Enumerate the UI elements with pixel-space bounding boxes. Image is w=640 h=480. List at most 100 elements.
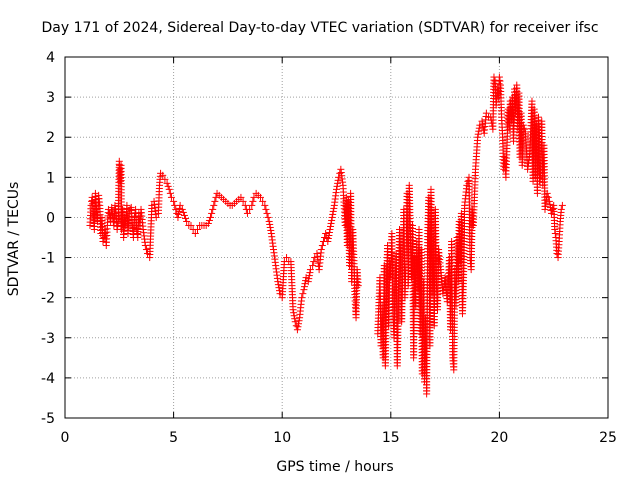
data-point [193, 225, 201, 233]
data-point [111, 201, 119, 209]
data-point [551, 225, 559, 233]
data-point [520, 125, 528, 133]
data-point [209, 205, 217, 213]
data-point [174, 213, 182, 221]
chart-title: Day 171 of 2024, Sidereal Day-to-day VTE… [41, 20, 598, 36]
y-tick-label: 3 [46, 90, 55, 106]
data-point [267, 226, 275, 234]
data-point [243, 209, 251, 217]
data-point [333, 182, 341, 190]
data-point [325, 231, 333, 239]
data-point [334, 176, 342, 184]
data-point [475, 127, 483, 135]
y-tick-label: -2 [41, 291, 55, 307]
data-point [248, 201, 256, 209]
y-tick-label: 1 [46, 170, 55, 186]
data-point [306, 269, 314, 277]
data-point [191, 229, 199, 237]
data-point [204, 219, 212, 227]
data-point [306, 266, 314, 274]
data-point [310, 258, 318, 266]
data-point [239, 197, 247, 205]
data-point [249, 197, 257, 205]
data-point [187, 221, 195, 229]
data-point [495, 73, 503, 81]
data-point [259, 197, 267, 205]
data-point [263, 209, 271, 217]
data-point [324, 235, 332, 243]
x-tick-label: 10 [273, 430, 291, 446]
data-point [304, 278, 312, 286]
data-point [180, 211, 188, 219]
data-point [300, 283, 308, 291]
data-point [326, 225, 334, 233]
data-point [519, 121, 527, 129]
y-axis-ticks: 4 3 2 1 0 -1 -2 -3 -4 -5 [41, 50, 608, 427]
data-point [274, 281, 282, 289]
data-point [266, 223, 274, 231]
x-tick-label: 0 [61, 430, 70, 446]
data-points [86, 73, 566, 398]
data-point [335, 173, 343, 181]
data-point [289, 306, 297, 314]
y-tick-label: 0 [46, 210, 55, 226]
data-point [176, 201, 184, 209]
data-point [291, 315, 299, 323]
data-point [262, 205, 270, 213]
data-point [333, 185, 340, 193]
data-point [318, 242, 326, 250]
data-point [329, 207, 337, 215]
data-point [295, 317, 303, 325]
data-point [163, 179, 171, 187]
data-point [328, 213, 336, 221]
data-point [330, 204, 338, 212]
data-point [543, 189, 551, 197]
y-tick-label: -5 [41, 411, 55, 427]
plot-frame [64, 56, 609, 419]
data-point [261, 201, 269, 209]
data-point [324, 238, 332, 246]
x-tick-label: 20 [490, 430, 508, 446]
data-point [142, 246, 150, 254]
data-point [299, 290, 307, 298]
data-point [354, 282, 362, 290]
data-point [165, 185, 173, 193]
data-point [329, 210, 337, 218]
y-axis-label: SDTVAR / TECUs [6, 182, 22, 297]
data-point [294, 320, 302, 328]
data-point [290, 309, 298, 317]
data-point [164, 182, 172, 190]
y-tick-label: 2 [46, 130, 55, 146]
data-point [264, 213, 272, 221]
data-point [182, 214, 190, 222]
data-point [300, 286, 308, 294]
data-point [266, 220, 274, 228]
data-point [474, 133, 482, 141]
data-point [294, 323, 302, 331]
data-point [305, 272, 313, 280]
data-point [274, 278, 282, 286]
grid-lines [65, 57, 608, 418]
x-tick-label: 25 [599, 430, 617, 446]
data-point [256, 193, 264, 201]
data-point [174, 210, 182, 218]
data-point [178, 205, 186, 213]
x-axis-label: GPS time / hours [276, 459, 393, 475]
data-point [327, 219, 335, 227]
data-point [167, 193, 175, 201]
data-point [334, 179, 342, 187]
data-point [496, 77, 504, 85]
data-point [275, 284, 283, 292]
data-point [298, 294, 306, 302]
data-point [546, 200, 554, 208]
data-point [309, 262, 317, 270]
data-point [210, 201, 218, 209]
data-point [558, 201, 566, 209]
data-point [475, 124, 483, 132]
data-point [205, 216, 213, 224]
data-point [166, 189, 174, 197]
data-point [474, 130, 482, 138]
x-axis-ticks: 0 5 10 15 20 25 [61, 57, 617, 446]
data-point [327, 222, 335, 230]
